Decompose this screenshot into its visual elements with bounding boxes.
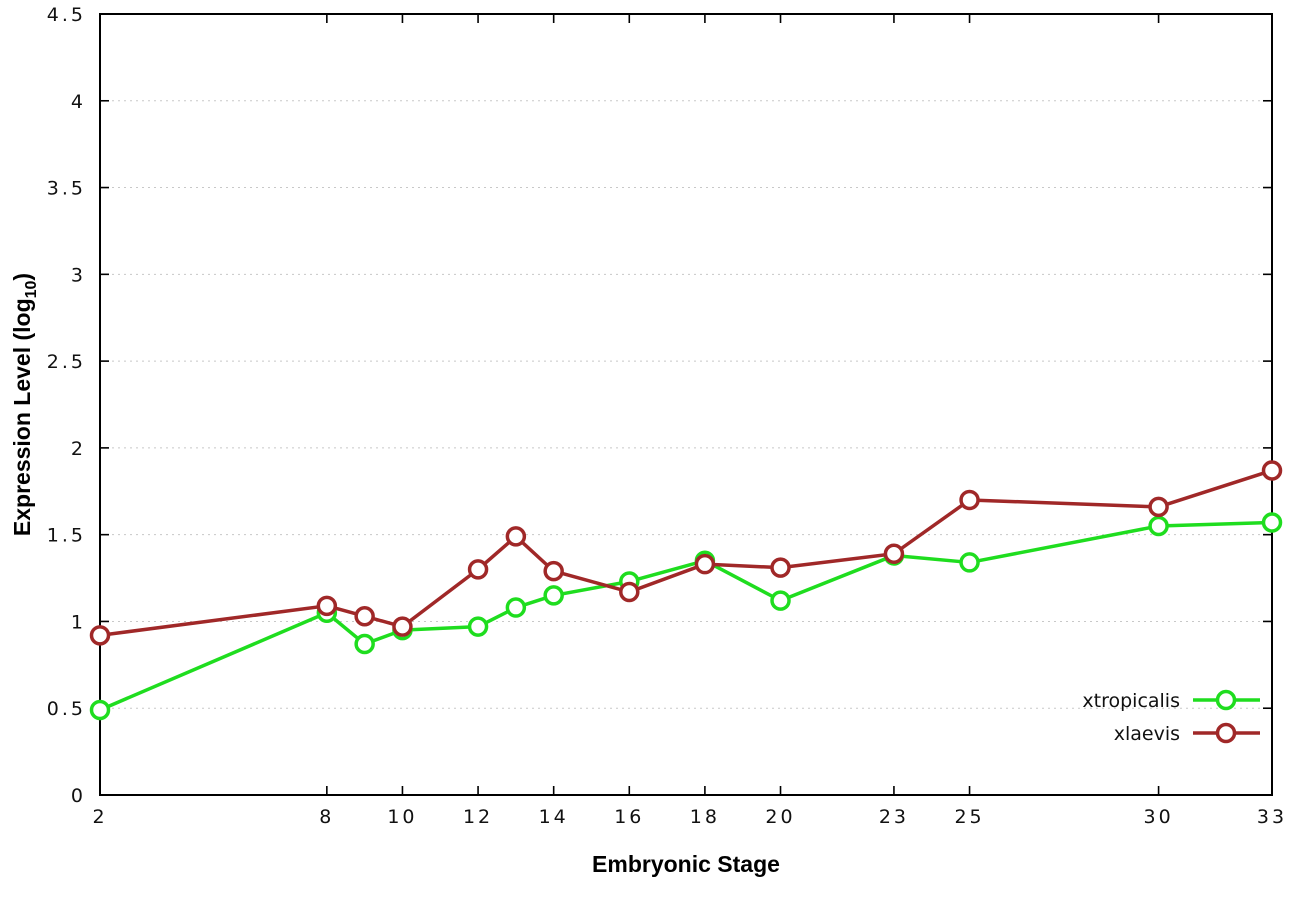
svg-text:33: 33 [1257, 806, 1287, 828]
svg-text:16: 16 [614, 806, 644, 828]
legend-marker-xtropicalis [1215, 689, 1237, 711]
marker-xlaevis [89, 625, 111, 646]
legend-marker-xlaevis [1215, 722, 1237, 744]
marker-xtropicalis [959, 552, 980, 573]
svg-text:2: 2 [71, 438, 86, 460]
marker-xlaevis [467, 559, 489, 580]
svg-text:1.5: 1.5 [47, 525, 86, 547]
marker-xlaevis [883, 543, 905, 565]
marker-xtropicalis [354, 633, 375, 655]
svg-text:4: 4 [71, 91, 86, 113]
axis-ticks [99, 13, 1273, 796]
x-axis-label: Embryonic Stage [592, 851, 780, 877]
marker-xtropicalis [1261, 512, 1283, 533]
marker-xlaevis [619, 581, 640, 603]
legend: xtropicalis xlaevis [1082, 689, 1260, 745]
legend-label-xtropicalis: xtropicalis [1082, 690, 1180, 712]
marker-xtropicalis [770, 590, 791, 611]
svg-text:8: 8 [319, 806, 334, 828]
marker-xlaevis [959, 489, 980, 511]
marker-xlaevis [770, 557, 791, 578]
svg-text:14: 14 [539, 806, 569, 828]
series-xlaevis [89, 460, 1283, 646]
svg-text:0.5: 0.5 [47, 698, 86, 720]
marker-xtropicalis [89, 699, 111, 721]
svg-text:10: 10 [387, 806, 417, 828]
marker-xlaevis [505, 526, 527, 547]
x-tick-labels: 2 8 10 12 14 16 18 20 23 25 30 33 [92, 806, 1287, 828]
svg-text:23: 23 [879, 806, 909, 828]
marker-xtropicalis [505, 597, 527, 618]
svg-text:30: 30 [1143, 806, 1173, 828]
svg-text:18: 18 [690, 806, 720, 828]
svg-text:2.5: 2.5 [47, 351, 86, 373]
marker-xlaevis [543, 560, 564, 582]
marker-xlaevis [392, 616, 413, 637]
svg-text:3.5: 3.5 [47, 178, 86, 200]
marker-xlaevis [694, 553, 716, 575]
marker-xlaevis [1148, 496, 1169, 518]
marker-xlaevis [354, 605, 375, 627]
svg-text:12: 12 [463, 806, 493, 828]
marker-xtropicalis [543, 585, 564, 606]
marker-xtropicalis [467, 616, 489, 637]
marker-xtropicalis [1148, 515, 1169, 537]
legend-label-xlaevis: xlaevis [1114, 723, 1180, 745]
svg-text:20: 20 [765, 806, 795, 828]
y-tick-labels: 0 0.5 1 1.5 2 2.5 3 3.5 4 4.5 [47, 4, 86, 807]
plot-border [99, 13, 1273, 796]
svg-text:1: 1 [71, 611, 86, 633]
svg-text:2: 2 [92, 806, 107, 828]
svg-text:0: 0 [71, 785, 86, 807]
series-xtropicalis [89, 512, 1283, 721]
y-axis-label: Expression Level (log10) [9, 273, 40, 536]
marker-xlaevis [316, 595, 338, 617]
svg-text:25: 25 [954, 806, 984, 828]
svg-text:3: 3 [71, 264, 86, 286]
marker-xlaevis [1261, 460, 1283, 481]
svg-text:4.5: 4.5 [47, 4, 86, 26]
